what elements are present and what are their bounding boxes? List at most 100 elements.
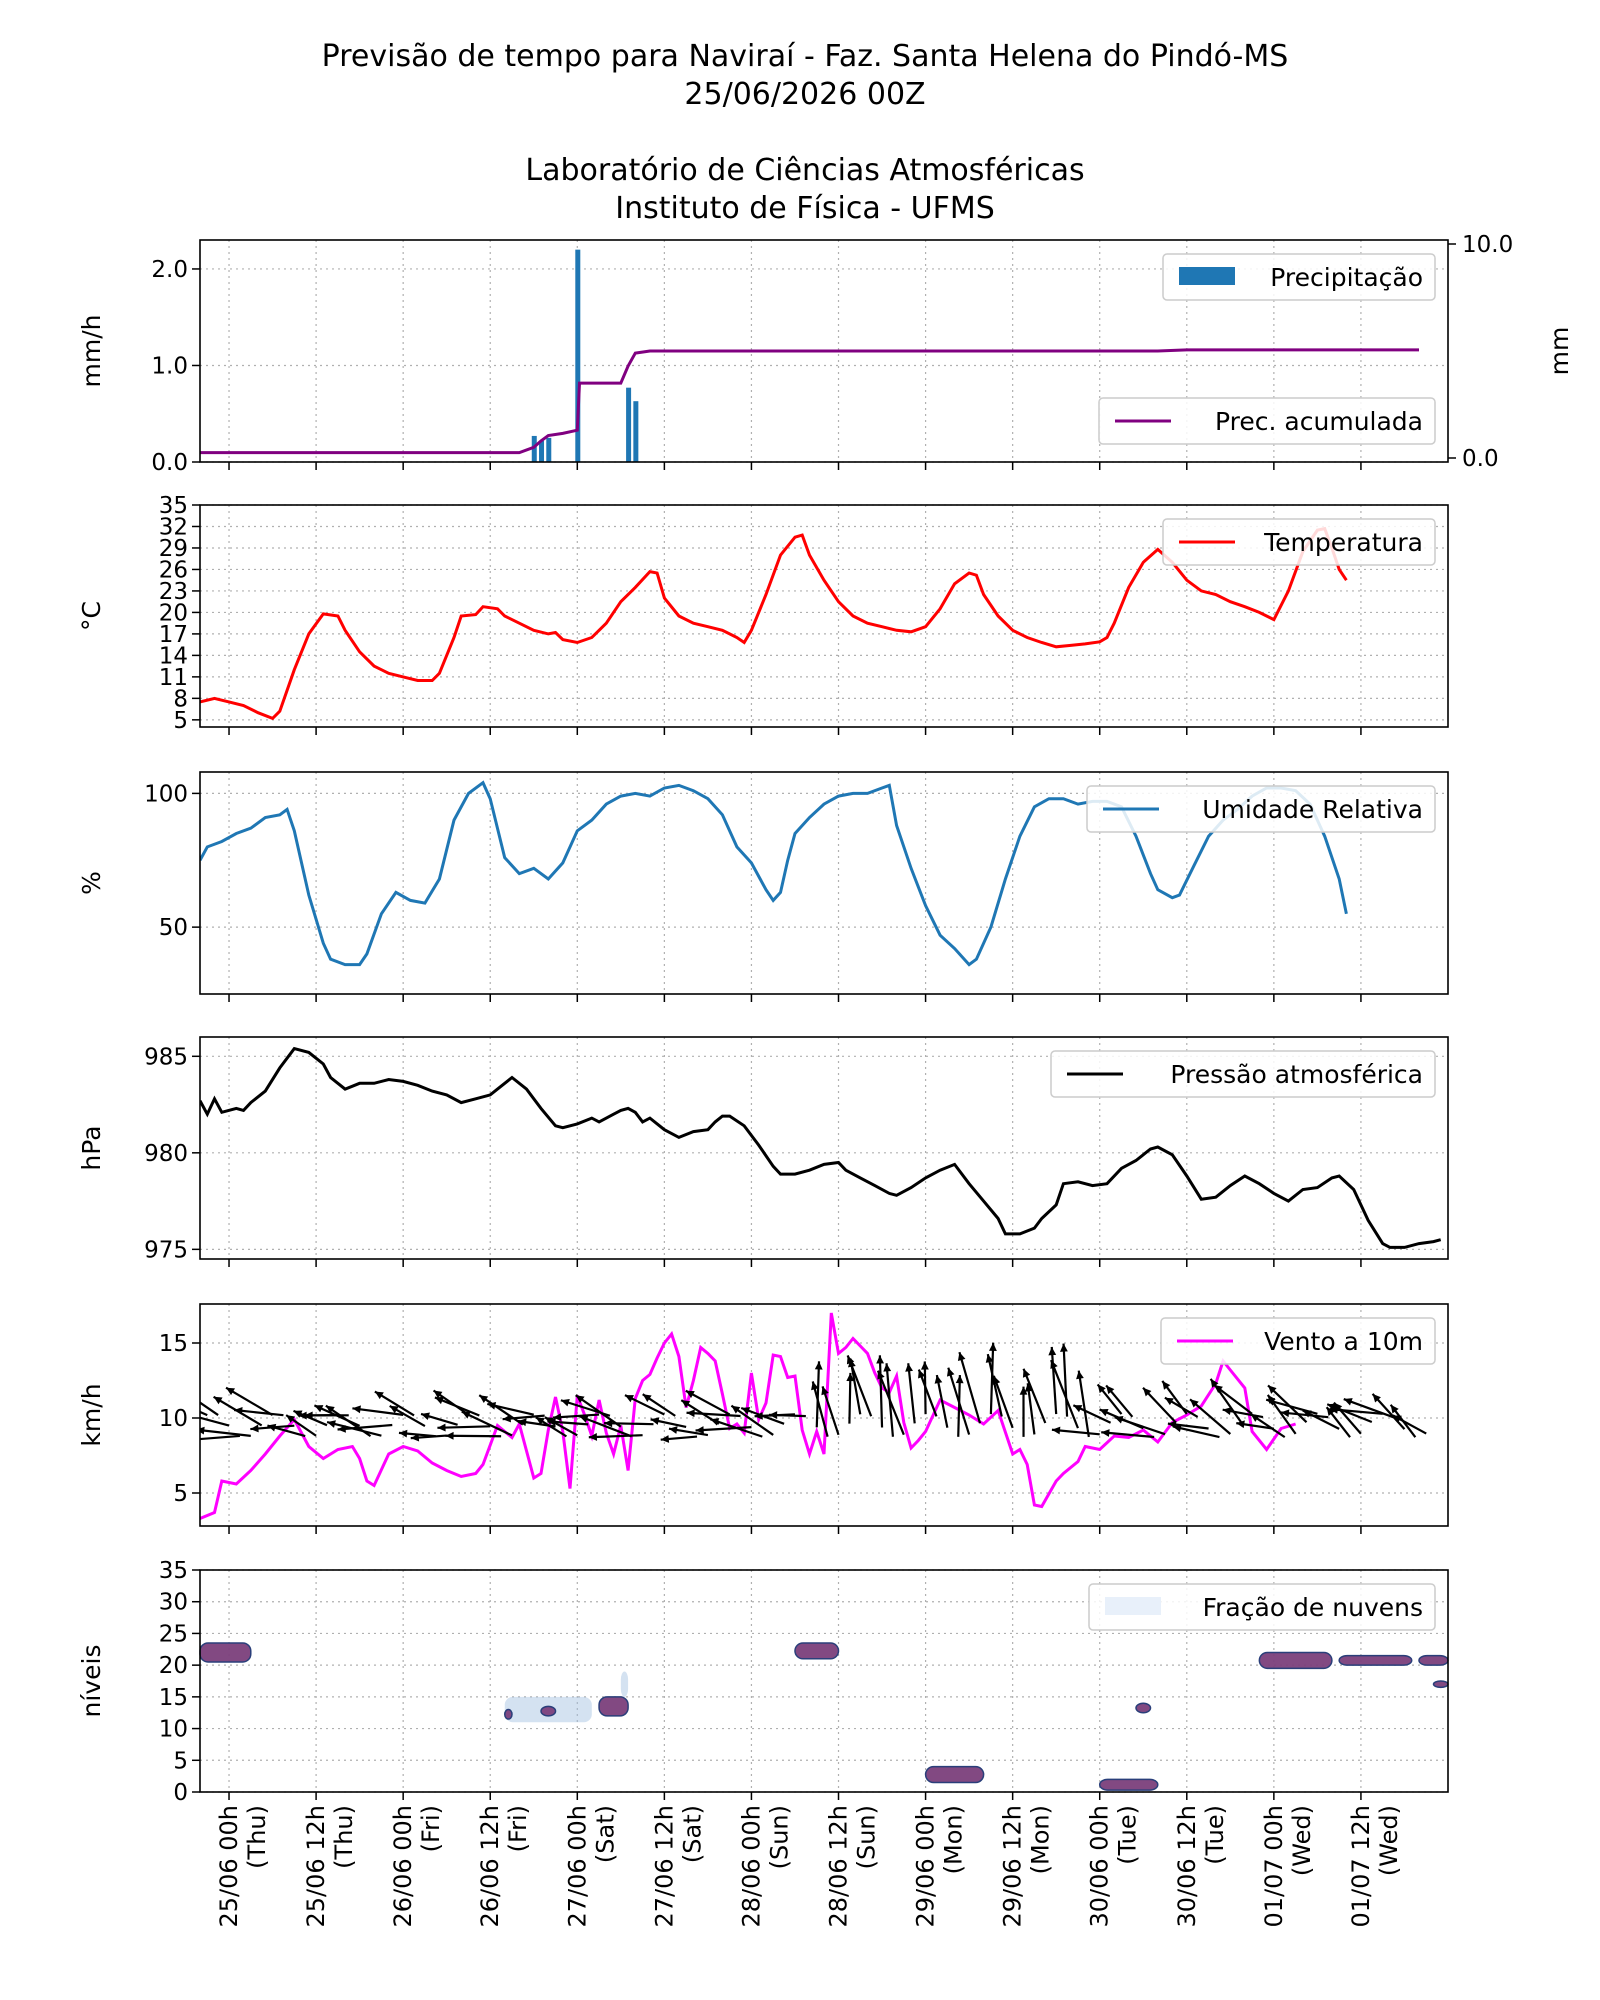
x-tick-day: (Thu) xyxy=(243,1805,271,1869)
wind-arrow-head xyxy=(1024,1383,1033,1392)
y-tick-label: 10 xyxy=(159,1717,188,1743)
wind-arrow xyxy=(445,1434,502,1438)
precip-bar xyxy=(575,249,581,462)
cloud-patch xyxy=(1418,1654,1449,1666)
wind-arrow xyxy=(947,1367,971,1435)
y-axis-label: % xyxy=(77,871,106,895)
y-axis-label: níveis xyxy=(77,1645,106,1718)
x-tick-day: (Fri) xyxy=(417,1805,445,1852)
wind-arrow-head xyxy=(1022,1368,1031,1378)
wind-arrow-head xyxy=(1190,1399,1199,1408)
cloud-patch xyxy=(540,1705,557,1717)
panels: 0.0 1.0 2.0 mm/h 0.0 10.0 mm Precipitação Prec. … xyxy=(77,232,1574,1806)
y2-tick-label: 0.0 xyxy=(1462,446,1499,472)
wind-arrow-head xyxy=(437,1423,446,1432)
wind-arrow-head xyxy=(1326,1407,1335,1417)
y-tick-label: 32 xyxy=(159,514,188,540)
wind-arrow-head xyxy=(846,1372,855,1382)
x-axis: 25/06 00h (Thu) 25/06 12h (Thu) 26/06 00h (Fr… xyxy=(215,1805,1403,1928)
cloud-patch xyxy=(1432,1680,1449,1689)
x-tick-label: 30/06 12h xyxy=(1173,1805,1201,1928)
wind-arrow xyxy=(1329,1408,1383,1415)
cloud-patch xyxy=(1338,1654,1413,1666)
x-tick-day: (Tue) xyxy=(1201,1805,1229,1865)
precip-bar xyxy=(531,435,537,462)
wind-arrow-head xyxy=(433,1390,443,1399)
panel-wind_10m: 5 10 15 km/h Vento a 10m xyxy=(77,1303,1449,1534)
title-line-2: 25/06/2026 00Z xyxy=(684,77,925,112)
title-line-3: Laboratório de Ciências Atmosféricas xyxy=(525,153,1084,188)
wind-arrow xyxy=(709,1418,763,1438)
wind-arrow xyxy=(989,1342,995,1415)
wind-arrow-head xyxy=(1372,1393,1381,1403)
wind-arrow-head xyxy=(624,1395,634,1403)
y-tick-label: 20 xyxy=(159,1653,188,1679)
precip-bar xyxy=(633,401,639,462)
pressure-line xyxy=(200,1046,1442,1249)
wind-arrow-head xyxy=(811,1381,819,1391)
x-tick-day: (Mon) xyxy=(1027,1805,1055,1874)
wind-arrow xyxy=(846,1355,873,1417)
y-tick-label: 29 xyxy=(159,536,188,562)
wind-arrow xyxy=(200,1401,219,1416)
x-tick-label: 27/06 00h xyxy=(563,1805,591,1928)
wind-arrow-head xyxy=(518,1418,527,1427)
wind-arrow-head xyxy=(547,1418,556,1426)
legend-label: Umidade Relativa xyxy=(1202,795,1423,824)
legend-box xyxy=(1098,397,1436,445)
cloud-patch xyxy=(1135,1702,1152,1714)
x-tick-day: (Tue) xyxy=(1114,1805,1142,1865)
wind-arrow xyxy=(1343,1398,1394,1419)
y-tick-label: 0.0 xyxy=(151,450,188,476)
wind-arrow xyxy=(686,1411,741,1418)
y-tick-label: 5 xyxy=(173,1748,188,1774)
legend-box xyxy=(1088,1583,1436,1631)
cloud-patch xyxy=(503,1708,513,1720)
x-tick-label: 26/06 00h xyxy=(389,1805,417,1928)
wind-arrow-head xyxy=(1343,1398,1353,1406)
wind-arrow xyxy=(848,1372,852,1424)
title-line-4: Instituto de Física - UFMS xyxy=(615,191,995,226)
x-tick-day: (Thu) xyxy=(330,1805,358,1869)
wind-arrow xyxy=(1077,1370,1090,1438)
x-tick-label: 29/06 00h xyxy=(912,1805,940,1928)
wind-arrow-head xyxy=(1268,1385,1277,1394)
wind-arrow-head xyxy=(814,1361,823,1370)
cloud-patch xyxy=(1098,1778,1159,1791)
legend-label: Vento a 10m xyxy=(1264,1327,1423,1356)
wind-arrow-head xyxy=(1164,1397,1174,1406)
wind-arrow-head xyxy=(479,1395,489,1403)
wind-arrow-head xyxy=(535,1417,545,1425)
panel-frame xyxy=(199,504,1449,728)
legend-label: Fração de nuvens xyxy=(1203,1593,1423,1622)
wind-arrow-head xyxy=(461,1411,471,1419)
panel-relative_humidity: 50 100% Umidade Relativa xyxy=(77,771,1449,1002)
wind-arrow xyxy=(1101,1431,1155,1439)
wind-arrow xyxy=(200,1416,230,1427)
y-tick-label: 17 xyxy=(159,622,188,648)
wind-arrow-head xyxy=(955,1375,964,1384)
wind-arrow-head xyxy=(267,1423,277,1432)
wind-arrow-head xyxy=(695,1426,704,1434)
x-tick-label: 01/07 12h xyxy=(1347,1805,1375,1928)
wind-arrow xyxy=(821,1386,840,1436)
cloud-patch xyxy=(924,1765,985,1784)
x-tick-day: (Sat) xyxy=(591,1805,619,1863)
wind-arrow xyxy=(575,1394,622,1428)
wind-arrow xyxy=(478,1394,524,1426)
wind-arrow-head xyxy=(1050,1360,1058,1370)
wind-arrow-head xyxy=(374,1391,384,1400)
wind-arrow-head xyxy=(604,1419,613,1428)
x-tick-label: 28/06 12h xyxy=(825,1805,853,1928)
y-tick-label: 2.0 xyxy=(151,257,188,283)
x-tick-label: 29/06 12h xyxy=(999,1805,1027,1928)
y-tick-label: 100 xyxy=(144,781,188,807)
wind-arrow-head xyxy=(768,1411,778,1420)
wind-arrow xyxy=(730,1404,774,1436)
wind-arrow-head xyxy=(1099,1409,1109,1417)
cloud-patch xyxy=(620,1671,629,1697)
wind-arrow xyxy=(588,1434,643,1439)
title-line-1: Previsão de tempo para Naviraí - Faz. Sa… xyxy=(322,39,1289,74)
